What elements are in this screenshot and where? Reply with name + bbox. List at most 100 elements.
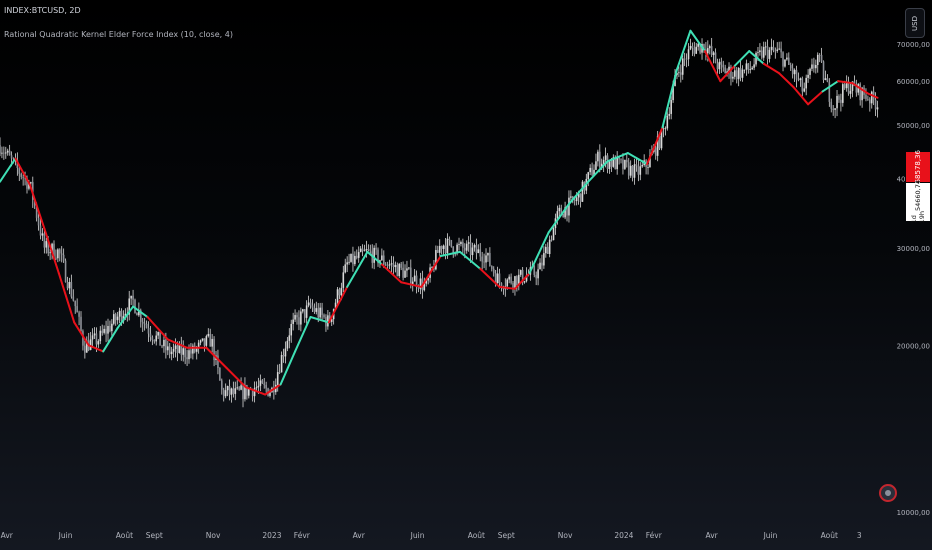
candle-body — [178, 344, 181, 353]
candle-body — [228, 386, 231, 395]
kernel-segment — [866, 92, 879, 99]
candle-body — [149, 333, 152, 338]
candle-body — [865, 94, 867, 99]
candle-body — [356, 255, 358, 258]
candle-body — [627, 162, 630, 176]
candle-body — [3, 152, 5, 154]
candle-body — [381, 255, 383, 261]
candle-body — [494, 273, 497, 284]
candle-body — [340, 287, 343, 296]
candle-body — [693, 48, 696, 54]
candle-body — [165, 339, 167, 351]
candle-body — [170, 351, 173, 355]
candle-body — [74, 300, 77, 307]
candle-body — [280, 355, 283, 373]
candle-body — [824, 78, 827, 80]
candle-body — [176, 345, 179, 353]
candle-body — [410, 267, 412, 285]
candle-body — [51, 243, 53, 253]
candle-body — [809, 68, 811, 75]
candle-body — [80, 316, 82, 332]
candle-body — [739, 68, 742, 78]
candle-body — [107, 325, 109, 334]
candle-body — [244, 385, 246, 400]
candle-body — [0, 145, 1, 154]
y-tick-label: 20000,00 — [897, 342, 930, 350]
candle-body — [749, 69, 752, 70]
candle-body — [876, 107, 879, 110]
candle-body — [452, 246, 455, 254]
candle-body — [573, 200, 576, 202]
candle-body — [687, 49, 690, 60]
candle-body — [757, 52, 759, 53]
candle-body — [473, 245, 476, 248]
candle-body — [635, 164, 638, 166]
candle-body — [184, 348, 186, 358]
kernel-segment — [14, 157, 31, 186]
candle-body — [741, 69, 744, 78]
candle-body — [857, 84, 860, 93]
candle-body — [703, 44, 705, 50]
candle-body — [442, 245, 445, 249]
candle-body — [284, 348, 287, 357]
candle-body — [828, 81, 831, 102]
candle-body — [161, 345, 163, 347]
candle-body — [232, 388, 235, 394]
candle-body — [681, 58, 684, 75]
candle-body — [82, 331, 84, 346]
candle-body — [512, 282, 514, 288]
candle-body — [300, 311, 302, 325]
candle-body — [417, 286, 420, 289]
candle-body — [735, 70, 738, 80]
kernel-segment — [366, 250, 383, 266]
candle-body — [386, 265, 389, 267]
candle-body — [608, 161, 611, 169]
kernel-segment — [294, 316, 312, 353]
kernel-segment — [479, 267, 501, 288]
x-tick-label: Sept — [146, 531, 163, 540]
kernel-segment — [836, 80, 854, 85]
candle-body — [475, 245, 478, 254]
candle-body — [751, 67, 753, 70]
candle-body — [6, 150, 9, 153]
candle-body — [255, 387, 258, 389]
candle-body — [342, 272, 345, 288]
candle-body — [190, 350, 192, 354]
candle-body — [392, 263, 395, 268]
candle-body — [157, 332, 159, 336]
candle-body — [72, 296, 75, 301]
candle-body — [838, 95, 840, 100]
candle-body — [843, 84, 846, 89]
candle-body — [541, 262, 543, 266]
candle-body — [57, 249, 59, 259]
candle-body — [307, 302, 310, 306]
candle-body — [641, 165, 644, 167]
x-tick-label: Sept — [498, 531, 515, 540]
candle-body — [317, 308, 320, 318]
candle-body — [514, 276, 516, 288]
candle-body — [68, 281, 71, 289]
candle-body — [352, 253, 354, 265]
indicator-label[interactable]: Rational Quadratic Kernel Elder Force In… — [4, 30, 233, 39]
candle-body — [319, 307, 321, 318]
candle-body — [147, 327, 150, 334]
candle-body — [145, 323, 148, 328]
candle-body — [791, 68, 794, 75]
candle-body — [581, 181, 584, 202]
candle-body — [298, 317, 300, 325]
candle-body — [631, 165, 634, 178]
logo-icon[interactable] — [879, 484, 897, 502]
currency-button[interactable]: USD — [905, 8, 925, 38]
candle-body — [467, 242, 470, 244]
candle-body — [193, 345, 196, 352]
candle-body — [649, 155, 651, 168]
candle-body — [492, 268, 495, 274]
candle-body — [373, 247, 375, 263]
candle-body — [446, 238, 449, 254]
candle-body — [842, 84, 844, 103]
candle-body — [76, 306, 78, 313]
kernel-segment — [792, 86, 810, 106]
candle-body — [60, 253, 63, 255]
candle-body — [419, 278, 422, 289]
